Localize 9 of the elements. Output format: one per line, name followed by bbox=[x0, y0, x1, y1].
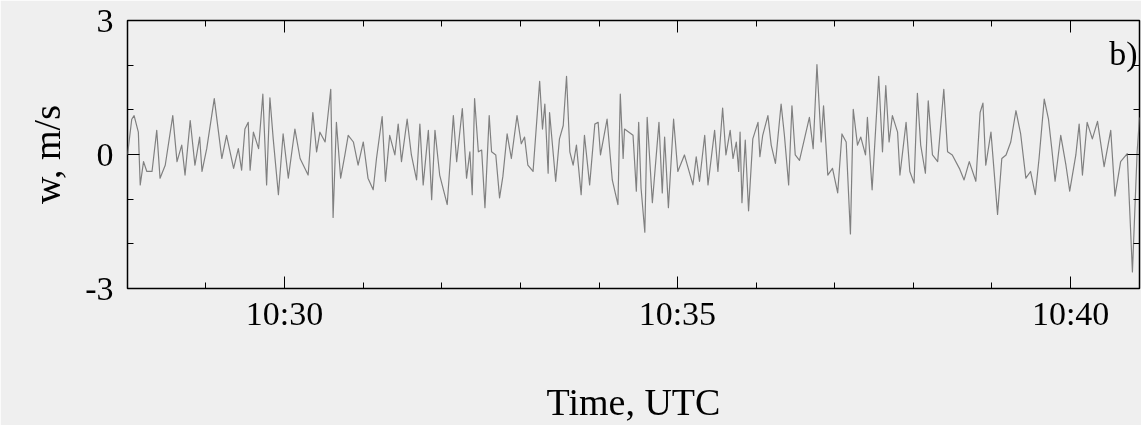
x-tick-label: 10:35 bbox=[638, 294, 717, 332]
y-tick-label: 3 bbox=[96, 1, 114, 39]
y-tick-label: 0 bbox=[96, 135, 114, 173]
y-axis-title: w, m/s bbox=[26, 105, 69, 204]
x-tick-label: 10:30 bbox=[245, 294, 324, 332]
x-axis-title: Time, UTC bbox=[546, 380, 721, 423]
x-tick-label: 10:40 bbox=[1031, 294, 1110, 332]
y-tick-label: -3 bbox=[85, 269, 114, 307]
annotation: b) bbox=[1109, 34, 1138, 73]
